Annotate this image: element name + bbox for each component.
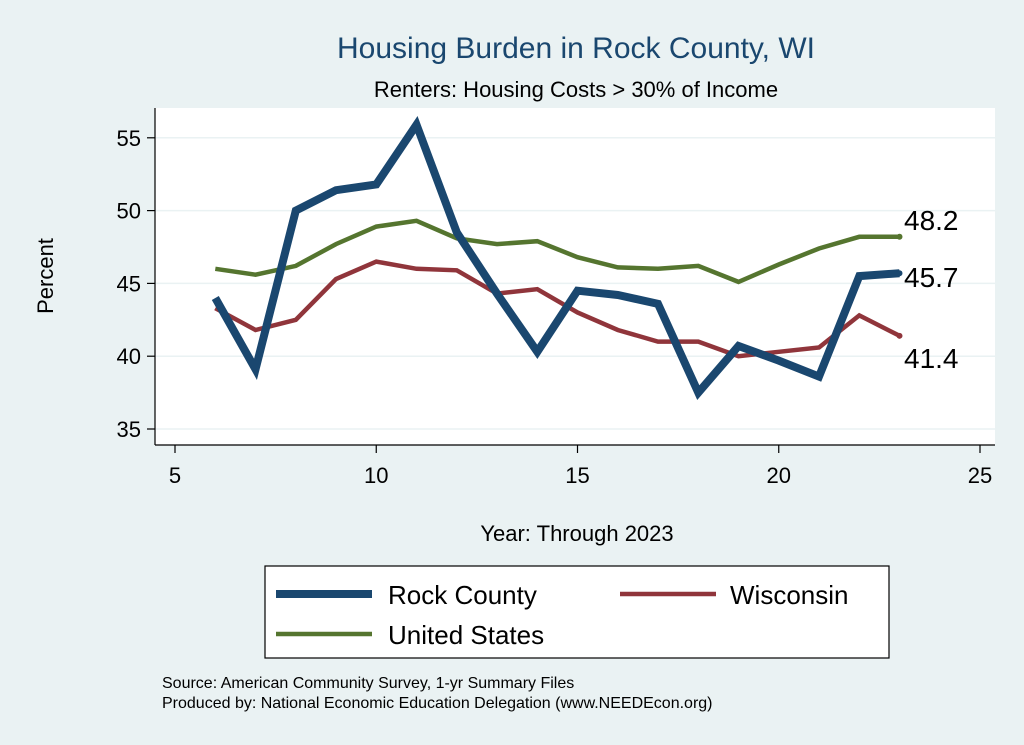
wisconsin-line <box>214 259 901 359</box>
x-tick-label-15: 15 <box>565 463 589 488</box>
united-states-end-label: 48.2 <box>904 205 959 236</box>
y-tick-label-55: 55 <box>117 126 141 151</box>
x-tick-label-5: 5 <box>169 463 181 488</box>
legend-label-rock-county: Rock County <box>388 580 537 610</box>
legend-label-united-states: United States <box>388 620 544 650</box>
series-lines <box>211 116 903 400</box>
x-tick-label-20: 20 <box>767 463 791 488</box>
source-note: Source: American Community Survey, 1-yr … <box>162 675 574 692</box>
united-states-line <box>214 218 900 285</box>
chart-subtitle: Renters: Housing Costs > 30% of Income <box>374 77 778 102</box>
x-axis-label: Year: Through 2023 <box>480 521 673 546</box>
wisconsin-end-label: 41.4 <box>904 343 959 374</box>
united-states-end-point <box>896 233 903 240</box>
y-tick-label-45: 45 <box>117 271 141 296</box>
y-axis-label: Percent <box>33 238 58 314</box>
x-tick-label-10: 10 <box>364 463 388 488</box>
y-tick-label-35: 35 <box>117 417 141 442</box>
chart-title: Housing Burden in Rock County, WI <box>337 32 815 65</box>
legend: Rock County Wisconsin United States <box>264 565 890 659</box>
end-labels: 45.7 41.4 48.2 <box>904 205 959 374</box>
rock-county-end-label: 45.7 <box>904 262 959 293</box>
rock-county-line <box>211 116 900 400</box>
axes <box>154 108 995 446</box>
x-ticks: 5 10 15 20 25 <box>169 445 992 488</box>
legend-label-wisconsin: Wisconsin <box>730 580 848 610</box>
wisconsin-end-point <box>896 332 903 339</box>
y-tick-label-40: 40 <box>117 344 141 369</box>
y-tick-label-50: 50 <box>117 199 141 224</box>
rock-county-end-point <box>896 270 903 277</box>
y-ticks: 35 40 45 50 55 <box>117 126 155 442</box>
legend-box <box>264 565 890 659</box>
x-tick-label-25: 25 <box>968 463 992 488</box>
producer-note: Produced by: National Economic Education… <box>162 695 713 712</box>
